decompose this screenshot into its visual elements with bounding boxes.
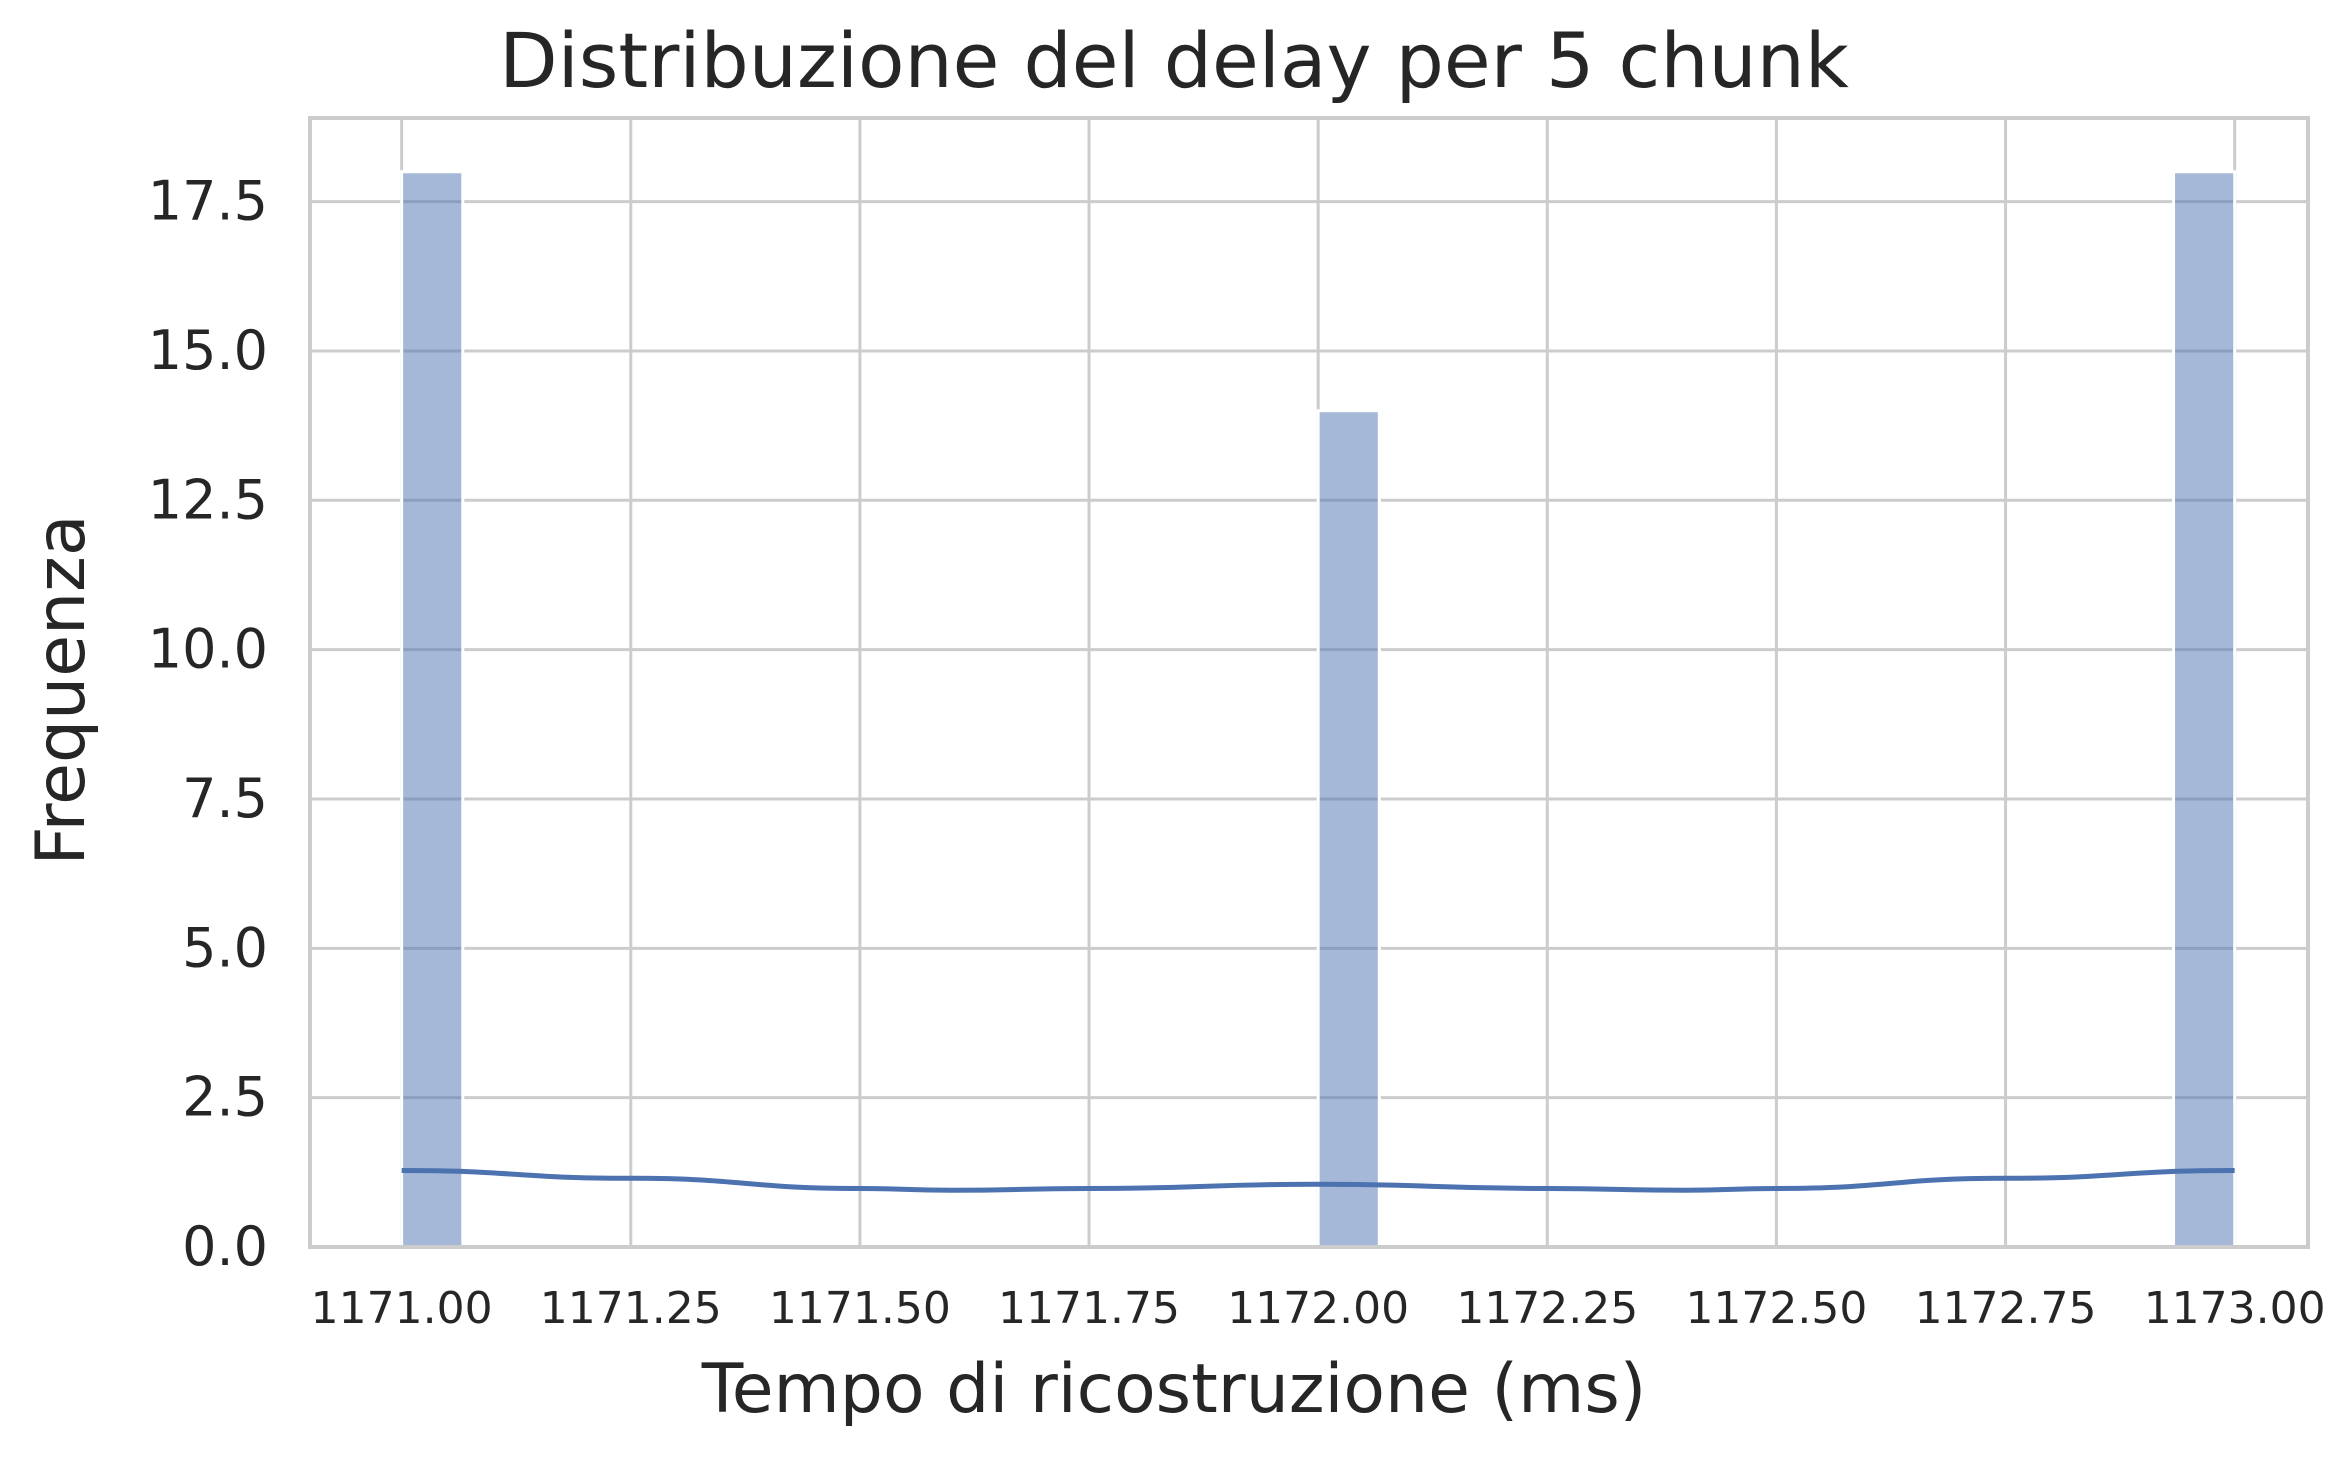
y-tick-label: 0.0 — [182, 1215, 268, 1278]
y-axis-label: Frequenza — [22, 514, 101, 865]
histogram-bar — [2172, 170, 2237, 1249]
kde-line — [401, 1168, 2235, 1193]
y-tick-label: 5.0 — [182, 916, 268, 979]
histogram-bar — [1316, 409, 1381, 1249]
x-tick-label: 1172.50 — [1685, 1283, 1867, 1334]
y-tick-label: 17.5 — [148, 170, 268, 233]
bars — [400, 170, 2237, 1249]
histogram-bar — [400, 170, 465, 1249]
x-tick-labels: 1171.00 1171.25 1171.50 1171.75 1172.00 1172.… — [311, 1283, 2326, 1334]
y-tick-label: 2.5 — [182, 1066, 268, 1129]
x-tick-label: 1171.25 — [540, 1283, 722, 1334]
x-tick-label: 1171.75 — [998, 1283, 1180, 1334]
x-tick-label: 1171.00 — [311, 1283, 493, 1334]
x-axis-label: Tempo di ricostruzione (ms) — [701, 1350, 1647, 1429]
y-tick-label: 10.0 — [148, 618, 268, 681]
chart-title: Distribuzione del delay per 5 chunk — [499, 16, 1849, 105]
y-tick-label: 7.5 — [182, 767, 268, 830]
y-tick-label: 15.0 — [148, 319, 268, 382]
x-tick-label: 1173.00 — [2144, 1283, 2326, 1334]
axes-frame — [308, 116, 2310, 1249]
x-tick-label: 1171.50 — [769, 1283, 951, 1334]
x-tick-label: 1172.25 — [1456, 1283, 1638, 1334]
x-tick-label: 1172.00 — [1227, 1283, 1409, 1334]
grid — [310, 118, 2308, 1249]
y-tick-labels: 0.0 2.5 5.0 7.5 10.0 12.5 15.0 17.5 — [148, 170, 268, 1278]
y-tick-label: 12.5 — [148, 468, 268, 531]
kde-line-layer — [401, 1168, 2235, 1193]
x-tick-label: 1172.75 — [1915, 1283, 2097, 1334]
